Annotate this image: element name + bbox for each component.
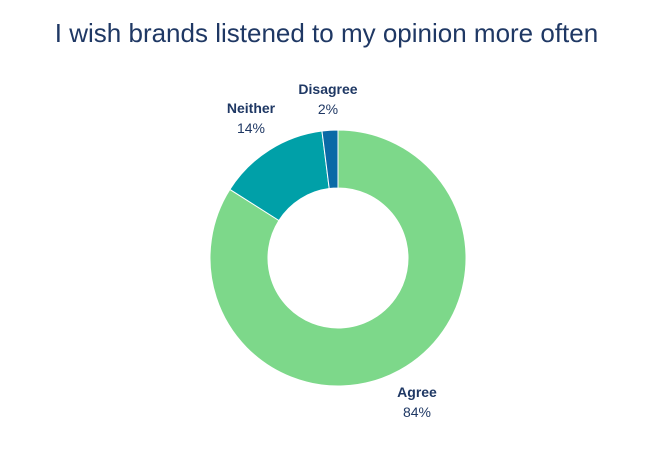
slice-agree [209, 129, 467, 387]
donut-slices [209, 129, 467, 387]
slice-label-agree: Agree [397, 384, 437, 400]
slice-value-disagree: 2% [318, 101, 338, 117]
slice-label-neither: Neither [227, 100, 276, 116]
chart-title: I wish brands listened to my opinion mor… [54, 18, 599, 48]
slice-disagree [321, 129, 339, 190]
slice-value-agree: 84% [403, 404, 431, 420]
slice-value-neither: 14% [237, 120, 265, 136]
slice-labels: Agree 84% Neither 14% Disagree 2% [227, 81, 437, 420]
slice-label-disagree: Disagree [298, 81, 357, 97]
